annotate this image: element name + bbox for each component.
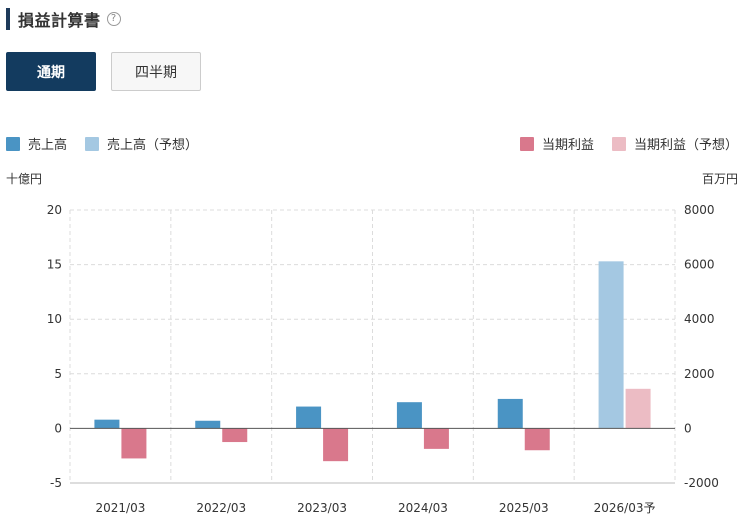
legend-label-sales-forecast: 売上高（予想） (107, 138, 199, 153)
y-right-tick-label: 8000 (684, 203, 715, 217)
help-icon[interactable]: ? (106, 12, 121, 26)
legend-right: 当期利益 当期利益（予想） (519, 134, 738, 153)
y-right-tick-label: 0 (684, 421, 692, 435)
legend-item-profit-forecast[interactable]: 当期利益（予想） (611, 134, 738, 153)
bar-sales-forecast (598, 261, 624, 429)
x-tick-label: 2025/03 (499, 501, 549, 515)
left-axis-unit: 十億円 (6, 172, 43, 186)
x-tick-label: 2023/03 (297, 501, 347, 515)
y-left-tick-label: 15 (47, 258, 62, 272)
bar-sales (94, 419, 120, 429)
bar-profit-forecast (625, 388, 651, 429)
legend-label-profit: 当期利益 (541, 138, 594, 153)
page-title: 損益計算書 (18, 11, 101, 30)
bar-sales (396, 402, 422, 429)
y-left-tick-label: -5 (50, 476, 62, 490)
x-tick-label: 2022/03 (196, 501, 246, 515)
x-tick-label: 2024/03 (398, 501, 448, 515)
y-right-tick-label: -2000 (684, 476, 719, 490)
bar-profit (423, 428, 449, 449)
legend-item-sales[interactable]: 売上高 (6, 134, 67, 153)
legend-item-sales-forecast[interactable]: 売上高（予想） (85, 134, 198, 153)
bar-sales (497, 398, 523, 429)
bar-profit (121, 428, 147, 459)
x-tick-label: 2021/03 (95, 501, 145, 515)
y-left-tick-label: 10 (47, 312, 62, 326)
legend-swatch-profit-forecast (611, 136, 626, 151)
bar-profit (524, 428, 550, 451)
legend-item-profit[interactable]: 当期利益 (519, 134, 594, 153)
y-left-tick-label: 5 (54, 367, 62, 381)
bar-profit (222, 428, 248, 443)
tab-quarterly[interactable]: 四半期 (111, 52, 201, 91)
legend-swatch-sales (6, 136, 20, 151)
bar-sales (195, 420, 221, 429)
right-axis-unit: 百万円 (701, 172, 738, 186)
legend-swatch-profit (519, 136, 534, 151)
bar-profit (323, 428, 349, 462)
legend-label-sales: 売上高 (28, 138, 68, 153)
legend-swatch-sales-forecast (85, 136, 100, 151)
y-right-tick-label: 6000 (684, 258, 715, 272)
header-accent-bar (6, 8, 10, 30)
y-right-tick-label: 2000 (684, 367, 715, 381)
tab-annual[interactable]: 通期 (6, 52, 96, 91)
y-left-tick-label: 20 (47, 203, 62, 217)
section-header: 損益計算書 ? (6, 8, 121, 30)
y-left-tick-label: 0 (54, 421, 62, 435)
legend-left: 売上高 売上高（予想） (6, 134, 198, 153)
x-tick-label: 2026/03予 (594, 501, 656, 515)
bar-sales (296, 406, 322, 429)
y-right-tick-label: 4000 (684, 312, 715, 326)
legend-label-profit-forecast: 当期利益（予想） (633, 138, 738, 153)
